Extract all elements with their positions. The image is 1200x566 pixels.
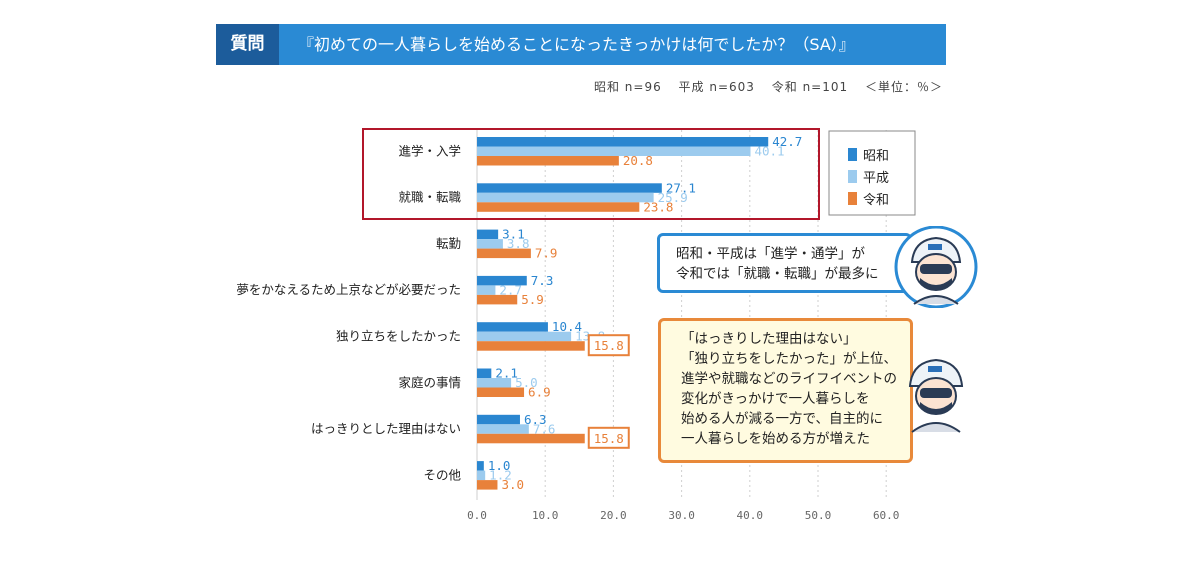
- bar-reiwa: [477, 480, 498, 490]
- callout-orange-line: 進学や就職などのライフイベントの: [681, 371, 897, 387]
- bar-heisei: [477, 378, 512, 388]
- x-tick-label: 40.0: [737, 509, 764, 522]
- bar-heisei: [477, 470, 486, 481]
- sample-showa: 昭和 n=96: [593, 80, 662, 94]
- bar-showa: [477, 137, 769, 147]
- value-label: 40.1: [754, 144, 784, 159]
- bar-heisei: [477, 285, 496, 295]
- bar-showa: [477, 275, 527, 286]
- value-label: 25.9: [658, 190, 688, 205]
- value-label: 3.0: [501, 477, 524, 492]
- callout-orange: 「はっきりした理由はない」 「独り立ちをしたかった」が上位、 進学や就職などのラ…: [658, 318, 913, 463]
- value-label: 7.3: [531, 273, 554, 288]
- value-label: 15.8: [594, 431, 624, 446]
- value-label: 3.8: [507, 236, 530, 251]
- bar-showa: [477, 183, 662, 193]
- legend-label: 令和: [863, 193, 889, 208]
- callout-orange-line: 「はっきりした理由はない」: [681, 331, 857, 347]
- callout-blue: 昭和・平成は「進学・通学」が 令和では「就職・転職」が最多に: [657, 233, 912, 293]
- callout-blue-line: 昭和・平成は「進学・通学」が: [676, 246, 865, 262]
- x-tick-label: 50.0: [805, 509, 832, 522]
- x-tick-label: 20.0: [600, 509, 627, 522]
- category-label: その他: [423, 467, 461, 482]
- bar-heisei: [477, 146, 751, 156]
- x-tick-label: 30.0: [668, 509, 695, 522]
- unit-label: ＜単位：％＞: [864, 80, 943, 94]
- callout-orange-line: 変化がきっかけで一人暮らしを: [681, 391, 870, 407]
- bar-showa: [477, 414, 520, 425]
- category-label: 就職・転職: [398, 190, 461, 205]
- value-label: 6.3: [524, 412, 547, 427]
- bar-reiwa: [477, 387, 525, 397]
- legend-label: 平成: [863, 171, 889, 186]
- sample-reiwa: 令和 n=101: [771, 80, 849, 94]
- value-label: 5.0: [515, 375, 538, 390]
- legend-box: [828, 130, 916, 216]
- value-label: 42.7: [772, 134, 802, 149]
- legend-swatch: [848, 148, 857, 161]
- sample-heisei: 平成 n=603: [678, 80, 755, 94]
- bar-reiwa: [477, 156, 619, 166]
- question-tag: 質問: [216, 24, 279, 65]
- question-header: 質問 『初めての一人暮らしを始めることになったきっかけは何でしたか？（SA）』: [216, 24, 946, 65]
- bar-showa: [477, 322, 548, 332]
- bar-reiwa: [477, 433, 585, 444]
- category-label: はっきりとした理由はない: [311, 421, 461, 436]
- bar-reiwa: [477, 294, 518, 305]
- value-label: 27.1: [666, 180, 696, 195]
- callout-orange-line: 一人暮らしを始める方が増えた: [681, 431, 870, 447]
- highlight-box: [362, 128, 820, 220]
- x-tick-label: 60.0: [873, 509, 900, 522]
- bar-reiwa: [477, 341, 585, 351]
- value-label: 1.2: [489, 468, 512, 483]
- category-label: 独り立ちをしたかった: [336, 328, 461, 343]
- bar-showa: [477, 461, 484, 471]
- value-highlight-box: [587, 426, 630, 449]
- value-label: 15.8: [594, 338, 624, 353]
- value-label: 3.1: [502, 227, 525, 242]
- bar-heisei: [477, 424, 529, 434]
- character-avatar-icon: [894, 226, 978, 308]
- legend-label: 昭和: [863, 149, 889, 164]
- bar-showa: [477, 368, 492, 378]
- legend-swatch: [848, 192, 857, 205]
- bar-heisei: [477, 331, 572, 342]
- category-label: 進学・入学: [398, 143, 461, 158]
- character-avatar-icon: [908, 358, 964, 433]
- callout-orange-line: 始める人が減る一方で、自主的に: [681, 411, 883, 427]
- value-label: 6.9: [528, 385, 551, 400]
- value-label: 2.7: [499, 282, 522, 297]
- value-label: 7.6: [533, 421, 556, 436]
- bar-reiwa: [477, 202, 640, 212]
- value-label: 20.8: [623, 153, 653, 168]
- category-label: 夢をかなえるため上京などが必要だった: [236, 282, 461, 297]
- value-label: 1.0: [488, 458, 511, 473]
- value-label: 7.9: [535, 246, 558, 261]
- sample-info: 昭和 n=96 平成 n=603 令和 n=101 ＜単位：％＞: [582, 78, 943, 95]
- bar-showa: [477, 229, 499, 240]
- category-label: 家庭の事情: [398, 375, 461, 390]
- x-tick-label: 10.0: [532, 509, 559, 522]
- category-label: 転勤: [436, 236, 461, 251]
- bar-heisei: [477, 239, 503, 249]
- question-title: 『初めての一人暮らしを始めることになったきっかけは何でしたか？（SA）』: [298, 35, 855, 54]
- bar-reiwa: [477, 248, 531, 259]
- value-label: 23.8: [643, 199, 673, 214]
- legend-swatch: [848, 170, 857, 183]
- value-label: 10.4: [552, 319, 582, 334]
- callout-blue-line: 令和では「就職・転職」が最多に: [676, 266, 879, 282]
- value-label: 2.1: [495, 366, 518, 381]
- callout-orange-line: 「独り立ちをしたかった」が上位、: [681, 351, 897, 367]
- bar-heisei: [477, 192, 654, 203]
- value-label: 5.9: [521, 292, 544, 307]
- value-highlight-box: [587, 334, 630, 357]
- x-tick-label: 0.0: [467, 509, 487, 522]
